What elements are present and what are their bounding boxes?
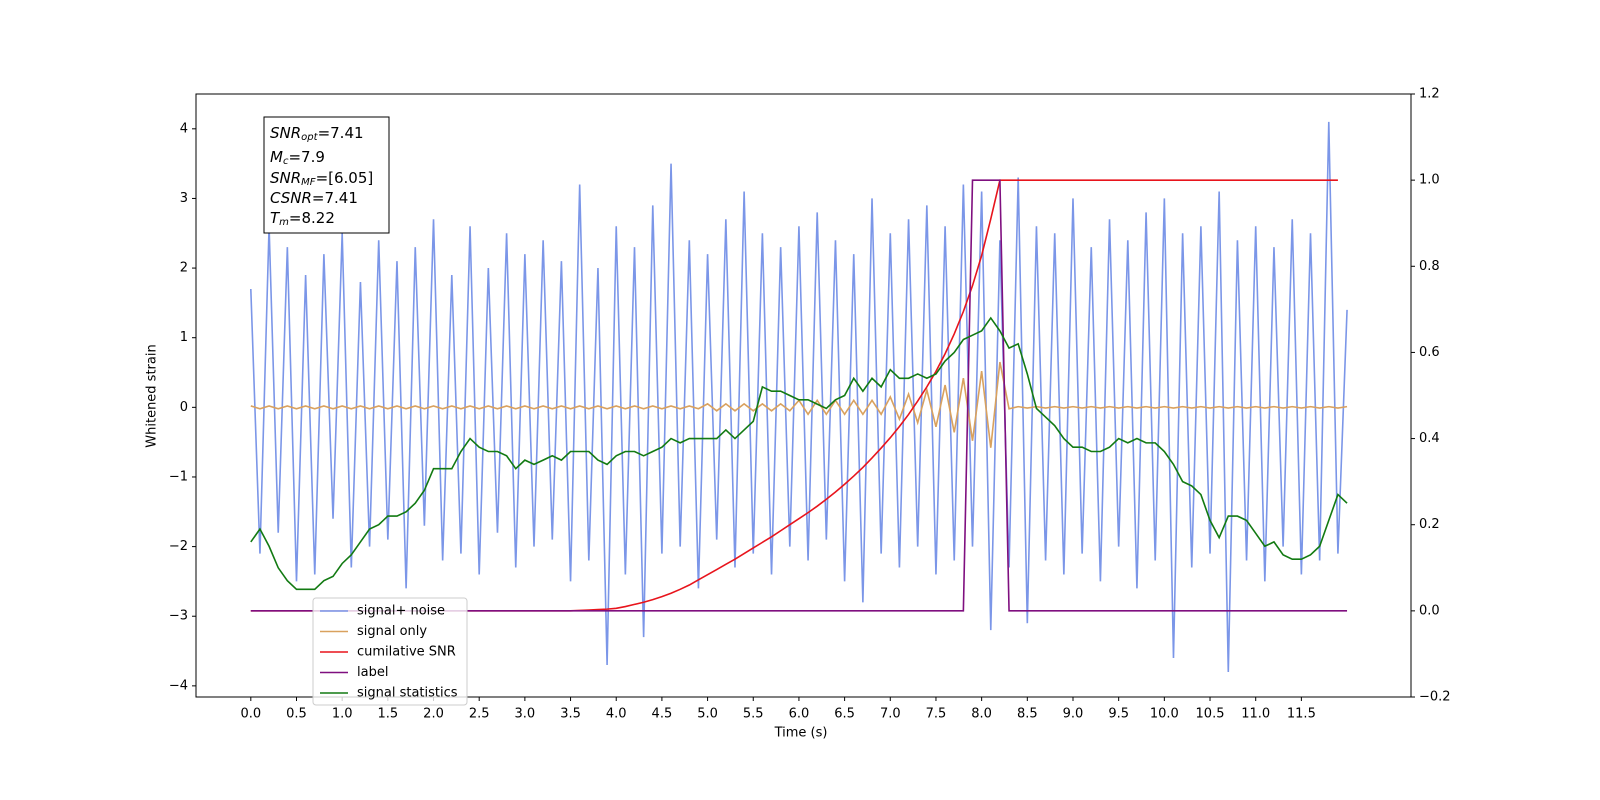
x-tick-label: 5.0 xyxy=(697,707,718,722)
y-tick-label: 1 xyxy=(180,330,188,345)
annotation-rest: =7.9 xyxy=(288,148,324,166)
series-line xyxy=(250,361,1348,448)
x-tick-label: 8.0 xyxy=(971,707,992,722)
legend-label: signal only xyxy=(357,624,427,639)
annotation-text: Tm=8.22 xyxy=(270,209,335,229)
x-tick-label: 2.5 xyxy=(469,707,490,722)
annotation-sub: c xyxy=(283,156,289,167)
x-tick-label: 1.0 xyxy=(332,707,353,722)
x-tick-label: 4.5 xyxy=(652,707,673,722)
y-tick-label: 3 xyxy=(180,191,188,206)
legend-label: signal statistics xyxy=(357,686,458,701)
x-tick-label: 8.5 xyxy=(1017,707,1038,722)
annotation-text: Mc=7.9 xyxy=(270,148,325,168)
x-tick-label: 6.5 xyxy=(834,707,855,722)
y-axis-label: Whitened strain xyxy=(145,344,160,447)
x-tick-label: 9.5 xyxy=(1108,707,1129,722)
y2-tick-label: 0.8 xyxy=(1419,259,1440,274)
annotation-sub: MF xyxy=(301,177,316,188)
x-tick-label: 0.0 xyxy=(240,707,261,722)
annotation-rest: =7.41 xyxy=(312,189,358,207)
x-tick-label: 0.5 xyxy=(286,707,307,722)
y-tick-label: −4 xyxy=(169,678,188,693)
x-tick-label: 7.0 xyxy=(880,707,901,722)
y2-tick-label: 0.2 xyxy=(1419,517,1440,532)
annotation-base: CSNR xyxy=(270,189,312,207)
annotation-rest: =7.41 xyxy=(318,124,364,142)
x-tick-label: 10.5 xyxy=(1196,707,1225,722)
annotation-base: SNR xyxy=(270,124,301,142)
annotation-text: SNRMF=[6.05] xyxy=(270,169,373,189)
y-tick-label: −1 xyxy=(169,469,188,484)
annotation-rest: =[6.05] xyxy=(316,169,374,187)
annotation-rest: =8.22 xyxy=(289,209,335,227)
y-tick-label: 2 xyxy=(180,261,188,276)
y2-tick-label: 1.2 xyxy=(1419,87,1440,102)
annotation-base: SNR xyxy=(270,169,301,187)
legend-label: label xyxy=(357,665,388,680)
annotation-base: T xyxy=(270,209,281,227)
x-tick-label: 1.5 xyxy=(377,707,398,722)
x-tick-label: 11.0 xyxy=(1241,707,1270,722)
annotation-text: CSNR=7.41 xyxy=(270,189,358,207)
x-tick-label: 11.5 xyxy=(1287,707,1316,722)
series-line xyxy=(250,121,1348,672)
x-tick-label: 6.0 xyxy=(789,707,810,722)
plot-frame xyxy=(195,93,1412,698)
y2-tick-label: −0.2 xyxy=(1419,690,1451,705)
x-tick-label: 4.0 xyxy=(606,707,627,722)
x-tick-label: 10.0 xyxy=(1150,707,1179,722)
x-tick-label: 3.5 xyxy=(560,707,581,722)
y2-tick-label: 1.0 xyxy=(1419,173,1440,188)
y-tick-label: 4 xyxy=(180,121,188,136)
y-tick-label: 0 xyxy=(180,400,188,415)
annotation-sub: m xyxy=(279,217,289,228)
y-tick-label: −2 xyxy=(169,539,188,554)
x-tick-label: 7.5 xyxy=(926,707,947,722)
y-tick-label: −3 xyxy=(169,609,188,624)
x-axis-label: Time (s) xyxy=(774,726,828,741)
x-tick-label: 5.5 xyxy=(743,707,764,722)
annotation-base: M xyxy=(270,148,283,166)
y2-tick-label: 0.4 xyxy=(1419,431,1440,446)
y2-tick-label: 0.0 xyxy=(1419,603,1440,618)
legend-label: signal+ noise xyxy=(357,604,445,619)
x-tick-label: 2.0 xyxy=(423,707,444,722)
annotation-sub: opt xyxy=(301,132,318,143)
legend-box xyxy=(312,597,468,706)
y2-tick-label: 0.6 xyxy=(1419,345,1440,360)
x-tick-label: 3.0 xyxy=(515,707,536,722)
legend-label: cumilative SNR xyxy=(357,645,456,660)
annotation-text: SNRopt=7.41 xyxy=(270,124,364,144)
x-tick-label: 9.0 xyxy=(1063,707,1084,722)
series-line xyxy=(250,316,1348,591)
annotation-box xyxy=(263,116,390,234)
